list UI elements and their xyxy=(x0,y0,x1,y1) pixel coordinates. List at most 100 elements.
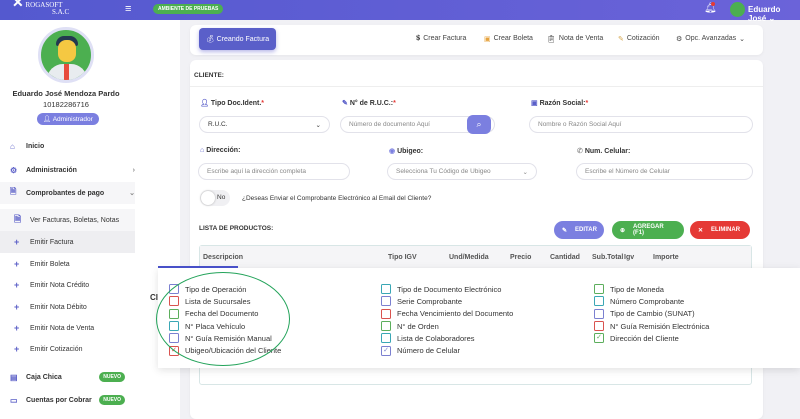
checkbox-checked-icon[interactable]: ✓ xyxy=(381,345,391,356)
column-header: Descripcion xyxy=(203,253,244,261)
profile-avatar xyxy=(38,27,94,83)
profile-id: 10182286716 xyxy=(43,100,89,109)
option-checkbox[interactable]: Tipo de Moneda xyxy=(594,283,709,295)
crear-factura-link[interactable]: 💲︎ Crear Factura xyxy=(416,35,467,42)
sidebar-item-caja-chica[interactable]: ▤ Caja Chica NUEVO xyxy=(0,366,135,388)
user-menu[interactable]: Eduardo José ⌄ xyxy=(748,5,781,23)
crear-boleta-link[interactable]: ▣ Crear Boleta xyxy=(484,35,533,43)
column-header: Importe xyxy=(653,253,679,261)
checkbox-checked-icon[interactable]: ✓ xyxy=(594,333,604,344)
checkbox-icon[interactable] xyxy=(381,296,391,307)
plus-icon: + xyxy=(14,280,20,290)
option-checkbox[interactable]: N° Guía Remisión Manual xyxy=(169,332,281,344)
logo-text: ROGASOFT xyxy=(25,1,63,9)
obscured-label: Cl xyxy=(150,293,158,302)
client-section-title: CLIENTE: xyxy=(194,72,224,79)
bell-icon[interactable]: 🔔︎ xyxy=(704,2,717,14)
tipo-doc-select[interactable]: R.U.C. ⌄ xyxy=(199,116,330,133)
celular-input[interactable]: Escribe el Número de Celular xyxy=(576,163,753,180)
option-checkbox[interactable]: Tipo de Operación xyxy=(169,283,281,295)
close-icon: ✕ xyxy=(698,227,704,234)
user-avatar[interactable] xyxy=(730,2,745,17)
option-checkbox[interactable]: Número Comprobante xyxy=(594,295,709,307)
sidebar-label: Caja Chica xyxy=(26,373,62,381)
table-header: Descripcion Tipo IGV Und/Medida Precio C… xyxy=(200,246,751,268)
option-checkbox[interactable]: Lista de Sucursales xyxy=(169,295,281,307)
add-button[interactable]: ⊕ AGREGAR (F1) xyxy=(612,221,684,239)
checkbox-icon[interactable] xyxy=(381,284,391,295)
chevron-down-icon: ⌄ xyxy=(739,36,746,43)
sidebar-label: Emitir Nota Débito xyxy=(30,303,87,311)
razon-social-input[interactable]: Nombre o Razón Social Aquí xyxy=(529,116,753,133)
checkbox-icon[interactable] xyxy=(594,321,604,332)
hamburger-menu-icon[interactable]: ≡ xyxy=(125,3,132,15)
edit-button[interactable]: ✎ EDITAR xyxy=(554,221,604,239)
plus-icon: + xyxy=(14,344,20,354)
checkbox-icon[interactable] xyxy=(594,284,604,295)
checkbox-checked-icon[interactable]: ✓ xyxy=(169,345,179,356)
plus-circle-icon: ⊕ xyxy=(620,227,626,234)
option-checkbox[interactable]: Serie Comprobante xyxy=(381,295,513,307)
new-badge: NUEVO xyxy=(99,395,125,405)
checkbox-icon[interactable] xyxy=(169,333,179,344)
chevron-down-icon: ⌄ xyxy=(315,121,321,129)
option-checkbox[interactable]: ✓ Dirección del Cliente xyxy=(594,332,709,344)
receipt-icon: ▣ xyxy=(484,36,491,43)
settings-icon: ⚙ xyxy=(676,36,683,43)
gear-icon: ⚙ xyxy=(10,165,18,175)
option-checkbox[interactable]: N° de Orden xyxy=(381,320,513,332)
option-checkbox[interactable]: Fecha Vencimiento del Documento xyxy=(381,308,513,320)
sidebar-item-ver-facturas[interactable]: 🗎︎ Ver Facturas, Boletas, Notas xyxy=(0,209,135,231)
option-checkbox[interactable]: N° Placa Vehículo xyxy=(169,320,281,332)
email-question: ¿Deseas Enviar el Comprobante Electrónic… xyxy=(242,195,432,202)
checkbox-icon[interactable] xyxy=(169,284,179,295)
sidebar-label: Comprobantes de pago xyxy=(26,189,105,197)
option-checkbox[interactable]: Tipo de Documento Electrónico xyxy=(381,283,513,295)
option-label: N° Guía Remisión Electrónica xyxy=(610,321,710,331)
sidebar-label: Cuentas por Cobrar xyxy=(26,396,92,404)
checkbox-icon[interactable] xyxy=(381,321,391,332)
whatsapp-icon: ✆ xyxy=(577,148,583,155)
checkbox-icon[interactable] xyxy=(381,333,391,344)
ubigeo-select[interactable]: Selecciona Tu Código de Ubigeo ⌄ xyxy=(387,163,537,180)
checkbox-icon[interactable] xyxy=(169,296,179,307)
toggle-knob[interactable] xyxy=(201,191,215,205)
direccion-input[interactable]: Escribe aquí la dirección completa xyxy=(198,163,350,180)
sidebar-item-emitir-nota-debito[interactable]: + Emitir Nota Débito xyxy=(0,296,135,318)
sidebar-item-emitir-factura[interactable]: + Emitir Factura xyxy=(0,231,135,253)
chevron-down-icon: ⌄ xyxy=(522,168,528,176)
sidebar-item-emitir-boleta[interactable]: + Emitir Boleta xyxy=(0,253,135,275)
column-header: Sub.Total xyxy=(592,253,624,261)
option-checkbox[interactable]: N° Guía Remisión Electrónica xyxy=(594,320,709,332)
cotizacion-link[interactable]: ✎ Cotización xyxy=(618,35,660,43)
checkbox-icon[interactable] xyxy=(169,308,179,319)
option-checkbox[interactable]: Tipo de Cambio (SUNAT) xyxy=(594,308,709,320)
option-label: N° de Orden xyxy=(397,321,439,331)
option-label: Ubigeo/Ubicación del Cliente xyxy=(185,346,282,356)
checkbox-icon[interactable] xyxy=(381,308,391,319)
delete-button[interactable]: ✕ ELIMINAR xyxy=(690,221,750,239)
sidebar-item-administracion[interactable]: ⚙ Administración › xyxy=(0,159,135,181)
opciones-avanzadas-dropdown[interactable]: ⚙ Opc. Avanzadas ⌄ xyxy=(676,35,746,43)
option-checkbox[interactable]: Lista de Colaboradores xyxy=(381,332,513,344)
logo[interactable]: ✕ ROGASOFT S.A.C xyxy=(12,0,70,16)
plus-icon: + xyxy=(14,302,20,312)
sidebar-item-comprobantes[interactable]: 🗎︎ Comprobantes de pago ⌄ xyxy=(0,182,135,204)
search-button[interactable]: ⌕ xyxy=(467,115,491,134)
sidebar-item-inicio[interactable]: ⌂ Inicio xyxy=(0,135,135,157)
plus-icon: + xyxy=(14,237,20,247)
option-checkbox[interactable]: ✓ Número de Celular xyxy=(381,344,513,356)
checkbox-icon[interactable] xyxy=(169,321,179,332)
sidebar-item-emitir-nota-credito[interactable]: + Emitir Nota Crédito xyxy=(0,274,135,296)
option-label: Número Comprobante xyxy=(610,296,685,306)
option-label: Fecha Vencimiento del Documento xyxy=(397,309,514,319)
sidebar-item-emitir-nota-venta[interactable]: + Emitir Nota de Venta xyxy=(0,317,135,339)
creando-factura-button[interactable]: 💰︎ Creando Factura xyxy=(199,28,276,50)
option-checkbox[interactable]: Fecha del Documento xyxy=(169,308,281,320)
option-checkbox[interactable]: ✓ Ubigeo/Ubicación del Cliente xyxy=(169,344,281,356)
sidebar-item-emitir-cotizacion[interactable]: + Emitir Cotización xyxy=(0,338,135,360)
sidebar-item-cuentas-cobrar[interactable]: ▭ Cuentas por Cobrar NUEVO xyxy=(0,389,135,411)
checkbox-icon[interactable] xyxy=(594,308,604,319)
checkbox-icon[interactable] xyxy=(594,296,604,307)
nota-venta-link[interactable]: 📋︎ Nota de Venta xyxy=(547,35,604,43)
